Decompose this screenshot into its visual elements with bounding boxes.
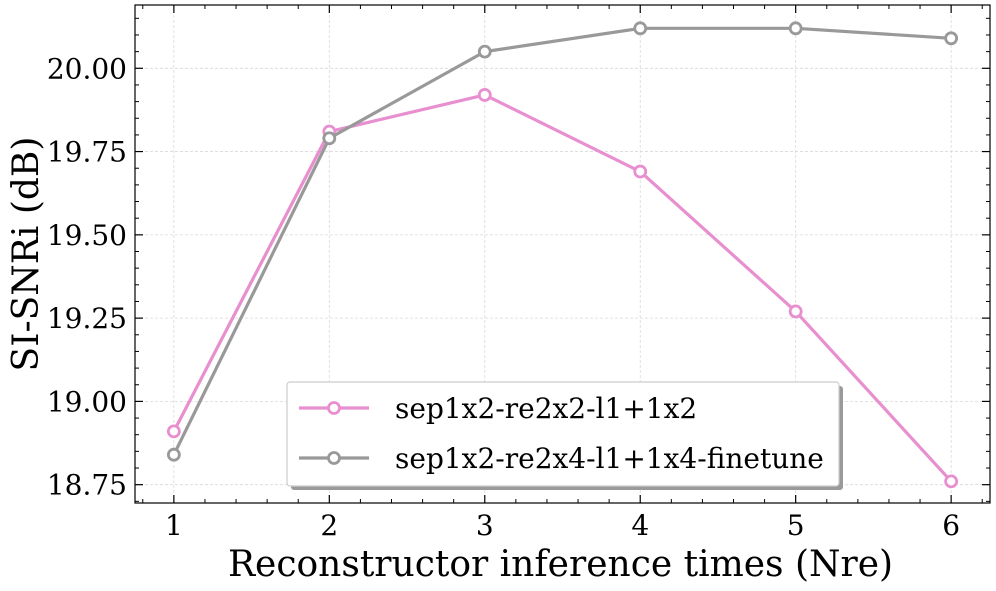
- x-tick-label: 5: [787, 509, 805, 542]
- data-point: [633, 164, 648, 179]
- y-axis-label: SI-SNRi (dB): [6, 137, 47, 372]
- legend-label-1: sep1x2-re2x2-l1+1x2: [395, 392, 697, 425]
- series-line-2: [172, 26, 952, 456]
- data-point: [477, 88, 492, 102]
- x-tick-label: 3: [476, 509, 494, 542]
- tick-labels: 1 2 3 4 5 6 18.75 19.00 19.25 19.50 19.75 20.00: [47, 52, 960, 542]
- data-point: [166, 424, 181, 439]
- x-tick-label: 2: [320, 509, 338, 542]
- y-tick-label: 20.00: [47, 52, 127, 85]
- x-axis-label: Reconstructor inference times (Nre): [228, 544, 893, 585]
- legend-marker-2: [327, 451, 341, 465]
- legend-marker-1: [327, 401, 341, 415]
- legend: sep1x2-re2x2-l1+1x2 sep1x2-re2x4-l1+1x4-f…: [286, 381, 843, 490]
- x-tick-label: 1: [165, 509, 183, 542]
- data-point: [788, 304, 803, 319]
- data-point: [944, 31, 959, 46]
- y-tick-label: 19.25: [47, 302, 127, 335]
- legend-entries: sep1x2-re2x2-l1+1x2 sep1x2-re2x4-l1+1x4-f…: [299, 392, 824, 475]
- data-point: [944, 474, 959, 489]
- series-line-1: [172, 93, 953, 483]
- y-tick-label: 19.75: [47, 136, 127, 169]
- x-tick-label: 6: [942, 509, 960, 542]
- y-tick-label: 19.00: [47, 385, 127, 418]
- axis-ticks: [135, 5, 990, 503]
- series-layer: [166, 21, 959, 489]
- data-point: [788, 21, 803, 36]
- data-point: [166, 447, 181, 462]
- legend-label-2: sep1x2-re2x4-l1+1x4-finetune: [395, 442, 824, 475]
- y-tick-label: 19.50: [47, 219, 127, 252]
- legend-box: [286, 381, 840, 487]
- x-tick-label: 4: [631, 509, 649, 542]
- data-point: [322, 131, 337, 146]
- data-point: [633, 21, 648, 36]
- y-tick-label: 18.75: [47, 469, 127, 502]
- data-point: [477, 44, 492, 59]
- plot-frame: [134, 4, 991, 504]
